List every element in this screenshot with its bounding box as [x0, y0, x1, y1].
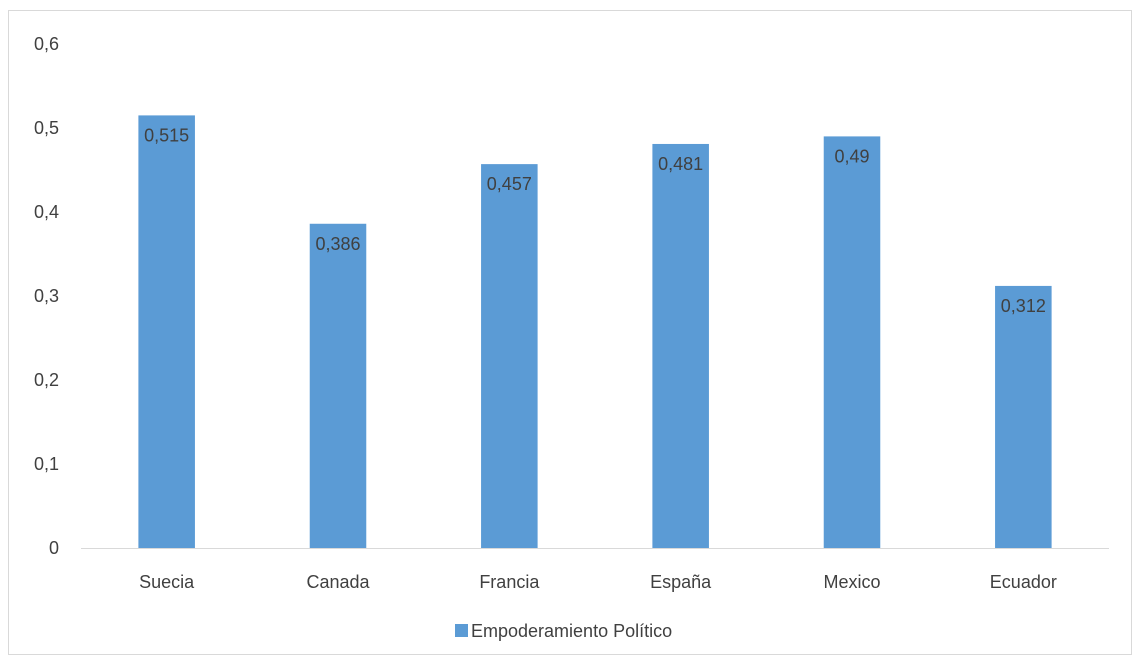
y-tick-label: 0,4 [34, 202, 59, 222]
x-axis-category-labels: Suecia Canada Francia España Mexico Ecuador [139, 572, 1057, 592]
data-label: 0,515 [144, 125, 189, 145]
y-tick-label: 0,6 [34, 34, 59, 54]
data-labels-group: 0,515 0,386 0,457 0,481 0,49 0,312 [144, 125, 1046, 316]
legend-label: Empoderamiento Político [471, 621, 672, 641]
bars-group [138, 115, 1052, 549]
bar [309, 223, 367, 548]
y-tick-label: 0,5 [34, 118, 59, 138]
legend-swatch [455, 624, 468, 637]
data-label: 0,386 [315, 234, 360, 254]
data-label: 0,49 [834, 146, 869, 166]
bar [481, 164, 538, 548]
bar [995, 285, 1052, 548]
bar-chart: 0 0,1 0,2 0,3 0,4 0,5 0,6 0,515 0,386 0,457 0,481… [34, 34, 1109, 641]
data-label: 0,481 [658, 154, 703, 174]
bar [138, 115, 195, 549]
x-tick-label: Suecia [139, 572, 195, 592]
legend: Empoderamiento Político [455, 621, 672, 641]
x-tick-label: Mexico [823, 572, 880, 592]
y-tick-label: 0 [49, 538, 59, 558]
bar [652, 143, 709, 548]
bar [823, 136, 881, 548]
data-label: 0,312 [1001, 296, 1046, 316]
x-tick-label: Ecuador [990, 572, 1057, 592]
y-tick-label: 0,2 [34, 370, 59, 390]
data-label: 0,457 [487, 174, 532, 194]
x-tick-label: Francia [479, 572, 540, 592]
x-tick-label: España [650, 572, 712, 592]
y-tick-label: 0,1 [34, 454, 59, 474]
x-tick-label: Canada [306, 572, 370, 592]
y-tick-label: 0,3 [34, 286, 59, 306]
chart-frame: 0 0,1 0,2 0,3 0,4 0,5 0,6 0,515 0,386 0,457 0,481… [8, 10, 1132, 655]
y-axis-tick-labels: 0 0,1 0,2 0,3 0,4 0,5 0,6 [34, 34, 59, 558]
